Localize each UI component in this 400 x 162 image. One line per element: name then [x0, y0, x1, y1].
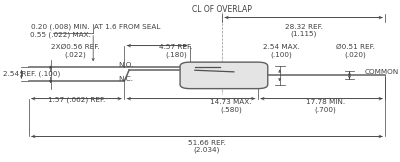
Text: 17.78 MIN.
(.700): 17.78 MIN. (.700) [306, 99, 345, 113]
Text: 2.54 MAX.
(.100): 2.54 MAX. (.100) [263, 44, 300, 58]
Text: 14.73 MAX.
(.580): 14.73 MAX. (.580) [210, 99, 252, 113]
Text: Ø0.51 REF.
(.020): Ø0.51 REF. (.020) [336, 44, 375, 58]
Text: 4.57 REF.
(.180): 4.57 REF. (.180) [160, 44, 193, 58]
Text: AT 1.6 FROM SEAL: AT 1.6 FROM SEAL [94, 24, 161, 30]
Text: 28.32 REF.
(1.115): 28.32 REF. (1.115) [285, 24, 322, 37]
Text: 0.20 (.008) MIN.
0.55 (.022) MAX.: 0.20 (.008) MIN. 0.55 (.022) MAX. [30, 24, 90, 38]
Text: 2XØ0.56 REF.
(.022): 2XØ0.56 REF. (.022) [50, 44, 99, 58]
Text: 51.66 REF.
(2.034): 51.66 REF. (2.034) [188, 140, 226, 153]
Text: 1.57 (.062) REF.: 1.57 (.062) REF. [48, 96, 105, 103]
Text: N.O.: N.O. [118, 62, 134, 68]
Text: N.C.: N.C. [118, 76, 133, 82]
Text: CL OF OVERLAP: CL OF OVERLAP [192, 5, 252, 14]
FancyBboxPatch shape [180, 62, 268, 89]
Text: COMMON: COMMON [364, 69, 398, 75]
Text: 2.54 REF. (.100): 2.54 REF. (.100) [3, 70, 60, 77]
